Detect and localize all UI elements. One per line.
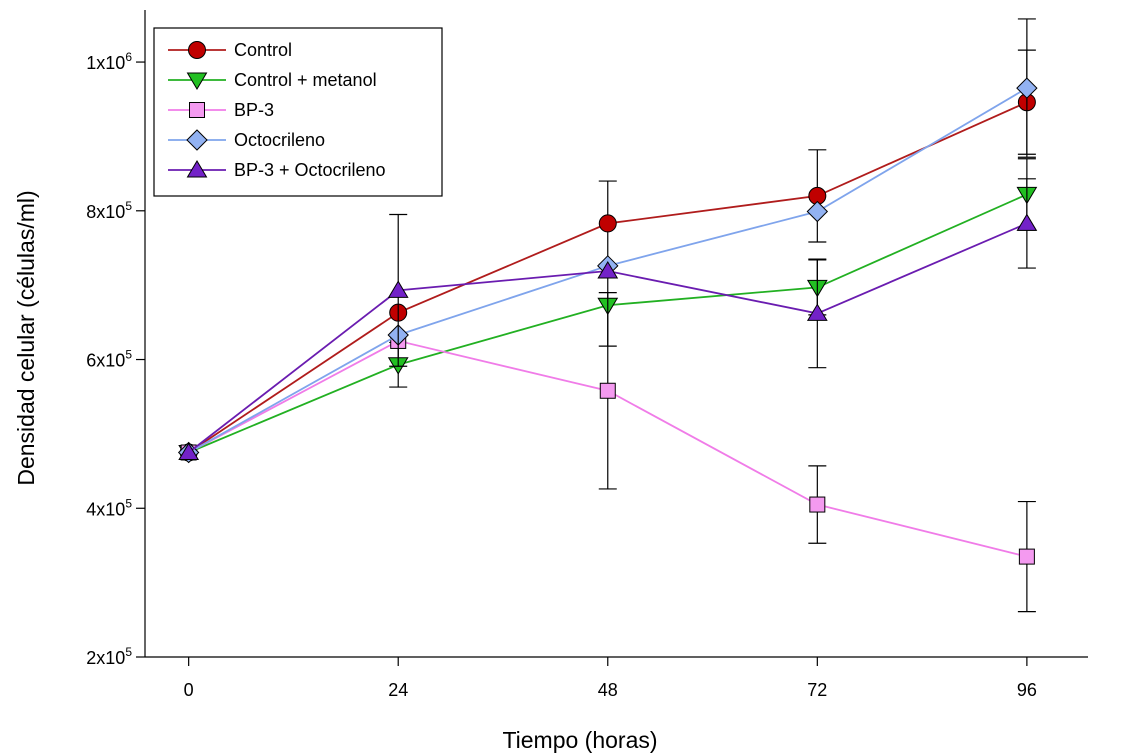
legend-marker-bp-3-octocrileno bbox=[186, 160, 208, 178]
data-point-bp-3-octocrileno bbox=[178, 442, 200, 460]
x-axis-ticks: 0 24 48 72 96 bbox=[184, 657, 1037, 700]
legend-item-octocrileno: Octocrileno bbox=[168, 129, 325, 151]
y-tick-label: 1x106 bbox=[86, 50, 132, 73]
legend-item-control: Control bbox=[168, 40, 292, 60]
y-tick-label: 2x105 bbox=[86, 645, 132, 668]
x-tick-label: 96 bbox=[1017, 680, 1037, 700]
series-bp-3-octocrileno bbox=[178, 178, 1038, 460]
data-point-control bbox=[598, 214, 617, 233]
data-point-bp-3 bbox=[809, 496, 826, 513]
legend-marker-control-metanol bbox=[186, 72, 208, 90]
series-bp-3 bbox=[180, 291, 1036, 613]
x-tick-label: 0 bbox=[184, 680, 194, 700]
y-tick-label: 4x105 bbox=[86, 496, 132, 519]
x-axis-title: Tiempo (horas) bbox=[502, 727, 657, 753]
data-point-octocrileno bbox=[806, 200, 829, 223]
y-axis-ticks: 2x105 4x105 6x105 8x105 1x106 bbox=[86, 50, 145, 668]
data-point-bp-3-octocrileno bbox=[387, 280, 409, 298]
data-point-bp-3-octocrileno bbox=[806, 303, 828, 321]
y-axis-title: Densidad celular (células/ml) bbox=[13, 190, 39, 485]
legend-item-bp-3: BP-3 bbox=[168, 100, 274, 120]
series-layer bbox=[177, 18, 1038, 613]
legend-marker-bp-3 bbox=[189, 102, 205, 118]
data-point-bp-3-octocrileno bbox=[1016, 213, 1038, 231]
x-tick-label: 72 bbox=[807, 680, 827, 700]
data-point-bp-3 bbox=[1018, 548, 1035, 565]
legend-label: Octocrileno bbox=[234, 130, 325, 150]
legend-label: Control bbox=[234, 40, 292, 60]
plot-area bbox=[144, 10, 1088, 658]
legend-label: BP-3 bbox=[234, 100, 274, 120]
y-tick-label: 6x105 bbox=[86, 348, 132, 371]
legend-label: Control + metanol bbox=[234, 70, 377, 90]
legend-item-control-metanol: Control + metanol bbox=[168, 70, 377, 90]
legend-label: BP-3 + Octocrileno bbox=[234, 160, 386, 180]
legend: Control Control + metanol BP-3 Octocrileno B… bbox=[153, 27, 443, 197]
legend-marker-octocrileno bbox=[186, 129, 208, 151]
data-point-bp-3-octocrileno bbox=[597, 261, 619, 279]
x-tick-label: 48 bbox=[598, 680, 618, 700]
x-tick-label: 24 bbox=[388, 680, 408, 700]
legend-marker-control bbox=[188, 41, 206, 59]
data-point-bp-3 bbox=[599, 382, 616, 399]
data-point-octocrileno bbox=[1016, 77, 1038, 99]
legend-item-bp-3-octocrileno: BP-3 + Octocrileno bbox=[168, 160, 386, 180]
y-tick-label: 8x105 bbox=[86, 199, 132, 222]
